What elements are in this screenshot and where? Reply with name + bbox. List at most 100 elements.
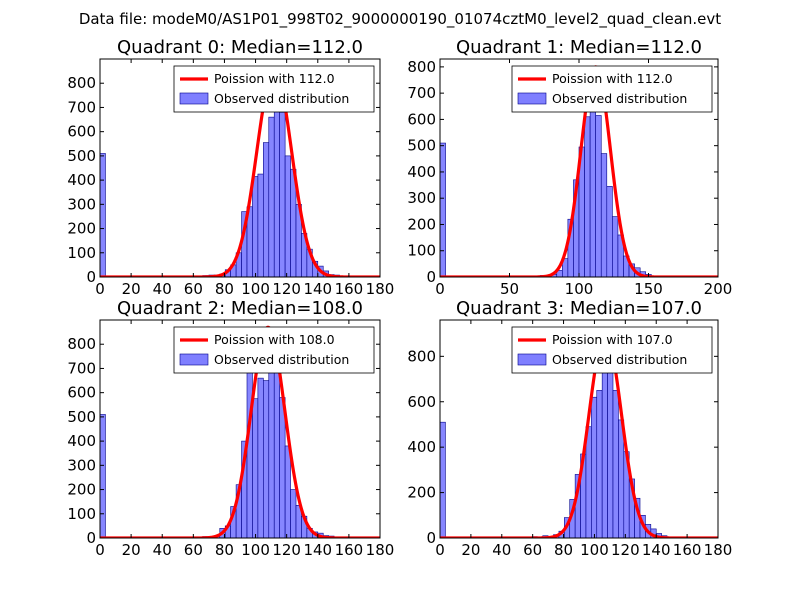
x-tick-label: 40 [153,280,172,298]
chart-title: Quadrant 0: Median=112.0 [117,37,363,58]
chart-title: Quadrant 3: Median=107.0 [456,298,702,319]
histogram-bar [263,142,270,277]
axes-frame [439,319,719,539]
x-tick-label: 0 [95,541,105,559]
plot-area [440,65,718,277]
x-tick-label: 140 [303,541,332,559]
x-tick-label: 100 [565,280,594,298]
histogram-bar [252,398,259,538]
histogram-bar [612,216,619,277]
legend-line-label: Poission with 107.0 [552,332,673,347]
x-tick-label: 20 [461,541,480,559]
x-tick-label: 100 [241,280,270,298]
histogram-bar [246,368,253,538]
chart-panel-1: Quadrant 1: Median=112.0 0 50 100 150 200 0 100… [407,37,732,298]
y-tick-label: 200 [407,215,436,233]
histogram-bar [618,419,625,538]
y-tick-label: 700 [407,84,436,102]
chart-panel-3: Quadrant 3: Median=107.00 20 40 60 80 100 120 1… [407,298,732,559]
x-tick-label: 40 [153,541,172,559]
chart-title: Quadrant 1: Median=112.0 [456,37,702,58]
x-tick-label: 180 [366,541,395,559]
histogram-bar [252,176,259,277]
legend-box [173,65,375,113]
x-tick-label: 0 [95,280,105,298]
y-tick-label: 700 [67,359,96,377]
histogram-bar [257,377,264,538]
legend-bar-swatch [179,353,209,366]
y-tick-label: 200 [67,481,96,499]
x-tick-label: 20 [122,280,141,298]
y-tick-label: 300 [407,189,436,207]
x-tick-label: 60 [184,280,203,298]
x-tick-label: 60 [523,541,542,559]
x-tick-label: 20 [122,541,141,559]
axes-frame [99,58,381,278]
legend: Poission with 112.0 Observed distribution [511,65,713,113]
x-tick-label: 160 [335,541,364,559]
y-tick-label: 100 [407,242,436,260]
axes-frame [99,319,381,539]
chart-panel-0: Quadrant 0: Median=112.00 20 40 60 80 100 120 1… [67,37,394,298]
legend-line-label: Poission with 108.0 [214,332,335,347]
histogram-bar [606,186,613,277]
legend: Poission with 107.0 Observed distribution [511,326,713,374]
chart-panel-2: Quadrant 2: Median=108.00 20 40 60 80 100 120 1… [67,298,394,559]
x-tick-label: 140 [642,541,671,559]
y-tick-label: 300 [67,195,96,213]
x-tick-label: 160 [335,280,364,298]
legend-bar-swatch [517,353,547,366]
panels: Quadrant 0: Median=112.00 20 40 60 80 100 120 1… [67,37,732,559]
y-tick-label: 400 [407,438,436,456]
y-tick-label: 0 [86,268,96,286]
histogram-bar [440,421,446,538]
y-tick-label: 400 [67,171,96,189]
histogram-bar [279,111,286,277]
histogram-bar [257,173,264,277]
poisson-line [100,68,380,277]
y-tick-label: 800 [407,347,436,365]
x-tick-label: 60 [184,541,203,559]
y-tick-label: 0 [426,529,436,547]
legend-bar-label: Observed distribution [214,91,349,106]
histogram-bar [589,83,596,277]
x-tick-label: 120 [272,541,301,559]
y-tick-label: 0 [86,529,96,547]
y-tick-label: 600 [67,123,96,141]
y-tick-label: 400 [67,432,96,450]
x-tick-label: 40 [492,541,511,559]
histogram-bar [263,380,270,538]
legend-box [511,65,713,113]
x-tick-label: 140 [303,280,332,298]
y-tick-label: 500 [67,408,96,426]
y-tick-label: 500 [67,147,96,165]
y-tick-label: 700 [67,98,96,116]
histogram-bar [612,390,619,538]
x-tick-label: 50 [500,280,519,298]
y-tick-label: 800 [67,74,96,92]
x-tick-label: 120 [611,541,640,559]
y-tick-label: 200 [407,484,436,502]
histogram-bar [268,353,275,538]
y-tick-label: 800 [407,58,436,76]
y-tick-label: 600 [67,384,96,402]
histogram-bar [596,390,603,538]
legend-line-label: Poission with 112.0 [552,71,673,86]
chart-title: Quadrant 2: Median=108.0 [117,298,363,319]
legend-bar-label: Observed distribution [214,352,349,367]
x-tick-label: 180 [704,541,733,559]
y-tick-label: 100 [67,505,96,523]
histogram-bar [284,155,291,277]
x-tick-label: 200 [704,280,733,298]
legend-bar-label: Observed distribution [552,91,687,106]
x-tick-label: 0 [435,541,445,559]
histogram-bar [100,414,106,538]
poisson-line [440,65,718,277]
x-tick-label: 80 [215,541,234,559]
histogram-bar [100,153,106,277]
y-tick-label: 300 [67,456,96,474]
x-tick-label: 100 [241,541,270,559]
histogram-bar [600,153,608,277]
x-tick-label: 80 [215,280,234,298]
